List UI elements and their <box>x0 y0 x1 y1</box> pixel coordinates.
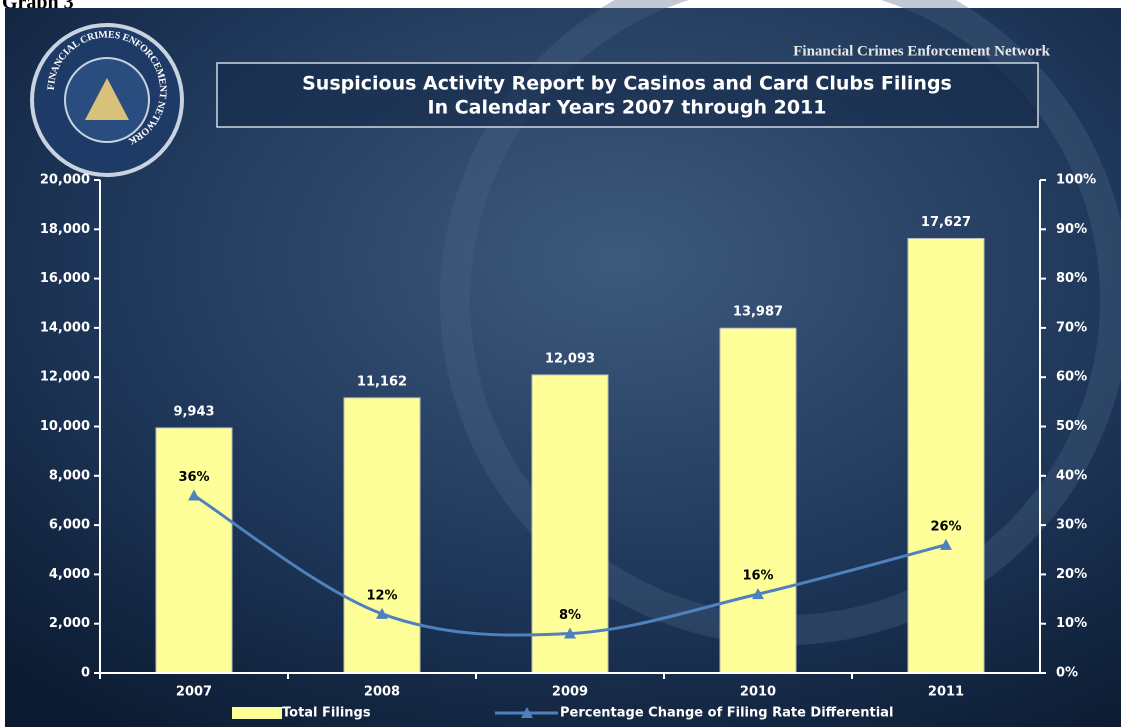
chart-title: Suspicious Activity Report by Casinos an… <box>302 73 952 95</box>
y-tick-label: 14,000 <box>40 320 90 335</box>
y2-tick-label: 80% <box>1056 271 1087 286</box>
line-value-label: 26% <box>930 519 961 534</box>
y-tick-label: 6,000 <box>49 518 90 533</box>
x-tick-label: 2011 <box>928 685 964 700</box>
bar <box>908 238 984 673</box>
y-tick-label: 20,000 <box>40 173 90 188</box>
y-tick-label: 2,000 <box>49 616 90 631</box>
y2-tick-label: 70% <box>1056 320 1087 335</box>
x-tick-label: 2008 <box>364 685 400 700</box>
chart: Graph 3 FINANCIAL CRIMES ENFORCEMENT NET… <box>0 0 1121 727</box>
y-tick-label: 4,000 <box>49 567 90 582</box>
y-tick-label: 12,000 <box>40 370 90 385</box>
line-value-label: 8% <box>559 608 581 623</box>
bar <box>156 428 232 673</box>
y-tick-label: 0 <box>81 666 90 681</box>
chart-title: In Calendar Years 2007 through 2011 <box>428 97 827 119</box>
bar-value-label: 12,093 <box>545 351 595 366</box>
y2-tick-label: 50% <box>1056 419 1087 434</box>
line-value-label: 12% <box>366 588 397 603</box>
y-tick-label: 18,000 <box>40 222 90 237</box>
bar-value-label: 17,627 <box>921 215 971 230</box>
bar-value-label: 9,943 <box>173 404 214 419</box>
y-tick-label: 10,000 <box>40 419 90 434</box>
legend-swatch <box>232 707 282 719</box>
x-tick-label: 2010 <box>740 685 776 700</box>
y2-tick-label: 0% <box>1056 666 1078 681</box>
y2-tick-label: 30% <box>1056 518 1087 533</box>
agency-name: Financial Crimes Enforcement Network <box>793 43 1050 59</box>
legend-label: Percentage Change of Filing Rate Differe… <box>560 706 893 721</box>
bar-value-label: 13,987 <box>733 305 783 320</box>
line-value-label: 36% <box>178 470 209 485</box>
y2-tick-label: 40% <box>1056 468 1087 483</box>
y-tick-label: 8,000 <box>49 468 90 483</box>
y2-tick-label: 10% <box>1056 616 1087 631</box>
line-value-label: 16% <box>742 569 773 584</box>
x-tick-label: 2007 <box>176 685 212 700</box>
bar <box>344 398 420 673</box>
legend-label: Total Filings <box>282 706 371 721</box>
y2-tick-label: 20% <box>1056 567 1087 582</box>
y-tick-label: 16,000 <box>40 271 90 286</box>
bar-value-label: 11,162 <box>357 374 407 389</box>
y2-tick-label: 100% <box>1056 173 1096 188</box>
seal: FINANCIAL CRIMES ENFORCEMENT NETWORK <box>32 25 182 175</box>
x-tick-label: 2009 <box>552 685 588 700</box>
y2-tick-label: 90% <box>1056 222 1087 237</box>
bar <box>720 328 796 673</box>
y2-tick-label: 60% <box>1056 370 1087 385</box>
